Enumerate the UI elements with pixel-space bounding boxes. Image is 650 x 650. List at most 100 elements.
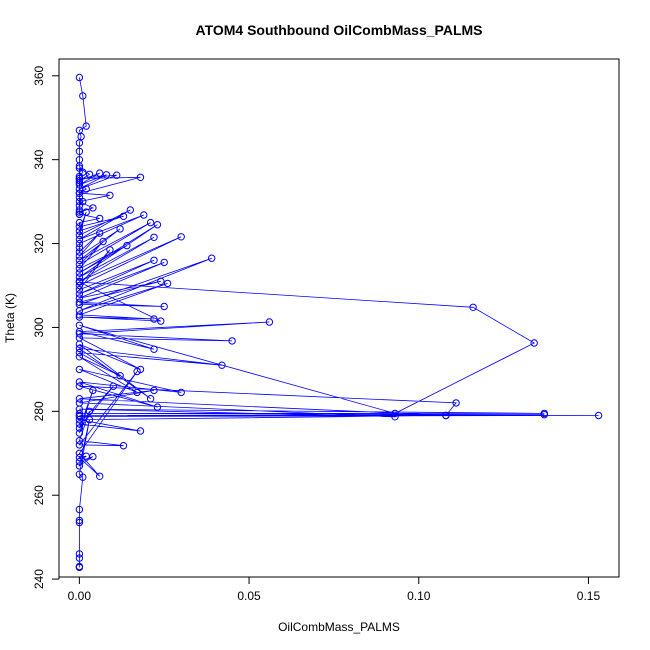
data-point	[75, 313, 84, 321]
x-axis-label: OilCombMass_PALMS	[278, 620, 400, 634]
data-point	[75, 265, 84, 273]
data-point	[75, 340, 84, 348]
data-point	[442, 411, 450, 420]
data-point	[75, 235, 84, 244]
data-point	[99, 237, 107, 246]
data-point	[75, 185, 84, 193]
data-point	[102, 171, 111, 179]
data-point	[75, 273, 84, 281]
series-layer	[75, 73, 603, 572]
data-point	[75, 174, 84, 183]
data-point	[75, 429, 84, 437]
data-point	[75, 437, 84, 445]
data-point	[136, 427, 145, 435]
data-point	[133, 367, 141, 376]
data-point	[218, 361, 226, 369]
data-point	[75, 197, 84, 206]
data-point	[150, 256, 158, 264]
data-point	[89, 452, 97, 461]
data-point	[177, 233, 185, 241]
y-tick-label: 340	[32, 149, 46, 169]
data-point	[79, 92, 87, 100]
data-point	[75, 416, 84, 424]
y-tick-label: 320	[32, 233, 46, 253]
data-point	[75, 256, 84, 264]
data-point	[75, 298, 84, 306]
data-point	[469, 303, 477, 311]
data-point	[75, 223, 84, 231]
data-point	[75, 218, 84, 227]
data-point	[75, 244, 84, 252]
data-point	[113, 171, 121, 179]
data-point	[85, 407, 94, 415]
data-point	[75, 424, 84, 432]
data-point	[75, 252, 84, 260]
data-point	[75, 344, 84, 353]
data-point	[75, 348, 84, 357]
data-point	[153, 221, 162, 229]
data-point	[150, 386, 158, 395]
data-point	[75, 176, 84, 185]
data-point	[391, 413, 399, 421]
data-point	[146, 395, 155, 403]
data-point	[75, 441, 84, 449]
data-point	[75, 365, 84, 374]
y-tick-label: 240	[32, 569, 46, 589]
data-point	[530, 339, 538, 347]
y-axis-label: Theta (K)	[3, 293, 17, 343]
data-point	[75, 290, 84, 298]
data-point	[96, 229, 104, 237]
data-point	[82, 208, 90, 216]
data-point	[75, 311, 84, 319]
data-point	[75, 231, 84, 239]
data-point	[75, 278, 84, 286]
data-point	[75, 505, 84, 514]
y-tick-label: 280	[32, 401, 46, 421]
data-point	[96, 472, 104, 480]
data-point	[75, 449, 84, 457]
y-tick-label: 360	[32, 65, 46, 85]
data-point	[119, 212, 128, 221]
data-point	[391, 409, 399, 418]
data-point	[75, 164, 84, 172]
data-point	[75, 518, 84, 527]
data-point	[75, 378, 84, 386]
data-point	[116, 372, 124, 380]
data-point	[75, 412, 84, 421]
y-tick-label: 300	[32, 317, 46, 337]
data-point	[157, 277, 165, 285]
data-point	[75, 269, 84, 277]
data-point	[75, 139, 84, 147]
data-point	[150, 345, 158, 353]
data-point	[75, 330, 84, 338]
data-point	[75, 516, 84, 525]
data-point	[75, 420, 84, 428]
data-point	[85, 416, 94, 424]
data-point	[452, 399, 460, 407]
y-tick-label: 260	[32, 485, 46, 505]
data-point	[116, 225, 124, 233]
data-point	[75, 147, 84, 156]
data-point	[133, 388, 141, 397]
data-point	[85, 170, 94, 179]
data-point	[123, 241, 131, 250]
x-tick-label: 0.15	[577, 589, 601, 603]
data-point	[75, 210, 84, 218]
data-point	[228, 337, 236, 345]
chart-title: ATOM4 Southbound OilCombMass_PALMS	[196, 22, 483, 38]
data-point	[75, 462, 84, 470]
data-point	[96, 214, 104, 223]
data-point	[594, 411, 603, 420]
data-point	[153, 403, 162, 411]
data-point	[75, 162, 84, 170]
data-point	[75, 395, 84, 403]
data-point	[75, 550, 84, 558]
data-point	[79, 473, 87, 481]
x-axis: 0.00 0.05 0.10 0.15	[68, 576, 601, 603]
data-point	[106, 191, 114, 200]
data-point	[140, 211, 148, 219]
data-point	[89, 386, 97, 395]
data-point	[75, 227, 84, 235]
x-tick-label: 0.05	[237, 589, 261, 603]
